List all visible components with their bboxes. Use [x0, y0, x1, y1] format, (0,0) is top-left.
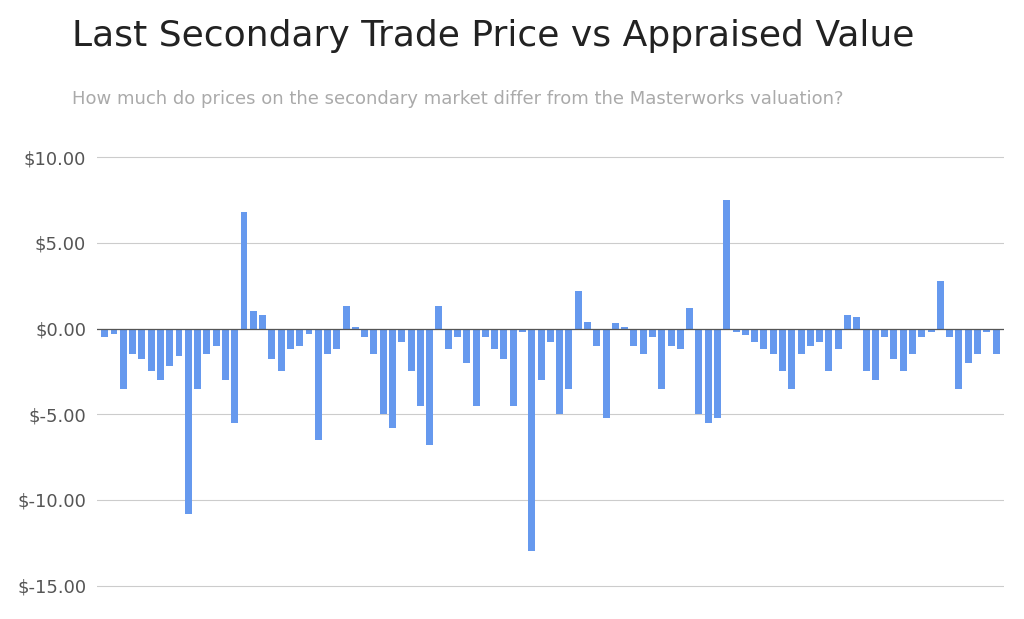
Bar	[965, 329, 972, 363]
Bar	[528, 329, 536, 552]
Bar	[231, 329, 239, 423]
Bar	[612, 323, 618, 329]
Bar	[900, 329, 906, 371]
Bar	[129, 329, 136, 354]
Bar	[622, 327, 628, 329]
Bar	[603, 329, 609, 418]
Bar	[111, 329, 118, 334]
Bar	[195, 329, 201, 389]
Bar	[640, 329, 647, 354]
Bar	[492, 329, 498, 349]
Bar	[909, 329, 916, 354]
Bar	[259, 315, 266, 329]
Bar	[343, 306, 349, 329]
Bar	[408, 329, 415, 371]
Bar	[241, 212, 248, 329]
Bar	[732, 329, 739, 332]
Bar	[974, 329, 981, 354]
Bar	[649, 329, 656, 337]
Bar	[584, 322, 591, 329]
Bar	[463, 329, 470, 363]
Bar	[714, 329, 721, 418]
Bar	[955, 329, 963, 389]
Bar	[138, 329, 145, 360]
Bar	[371, 329, 378, 354]
Bar	[147, 329, 155, 371]
Bar	[268, 329, 275, 360]
Bar	[556, 329, 563, 414]
Bar	[798, 329, 805, 354]
Bar	[686, 308, 693, 329]
Bar	[862, 329, 869, 371]
Bar	[287, 329, 294, 349]
Bar	[204, 329, 210, 354]
Bar	[120, 329, 127, 389]
Bar	[305, 329, 312, 334]
Text: Last Secondary Trade Price vs Appraised Value: Last Secondary Trade Price vs Appraised …	[72, 19, 914, 53]
Bar	[705, 329, 712, 423]
Bar	[417, 329, 424, 405]
Bar	[334, 329, 340, 349]
Bar	[928, 329, 935, 332]
Bar	[380, 329, 387, 414]
Bar	[853, 316, 860, 329]
Bar	[314, 329, 322, 440]
Bar	[825, 329, 833, 371]
Bar	[816, 329, 823, 342]
Bar	[426, 329, 433, 445]
Bar	[631, 329, 638, 345]
Bar	[593, 329, 600, 345]
Bar	[538, 329, 545, 380]
Bar	[352, 327, 358, 329]
Bar	[779, 329, 786, 371]
Bar	[695, 329, 702, 414]
Bar	[835, 329, 842, 349]
Bar	[184, 329, 191, 514]
Bar	[175, 329, 182, 356]
Bar	[770, 329, 777, 354]
Bar	[788, 329, 796, 389]
Bar	[510, 329, 517, 405]
Bar	[454, 329, 461, 337]
Bar	[157, 329, 164, 380]
Bar	[871, 329, 879, 380]
Bar	[296, 329, 303, 345]
Bar	[882, 329, 888, 337]
Bar	[742, 329, 749, 335]
Bar	[361, 329, 369, 337]
Text: How much do prices on the secondary market differ from the Masterworks valuation: How much do prices on the secondary mark…	[72, 90, 843, 108]
Bar	[222, 329, 229, 380]
Bar	[482, 329, 488, 337]
Bar	[501, 329, 508, 360]
Bar	[519, 329, 526, 332]
Bar	[807, 329, 814, 345]
Bar	[389, 329, 396, 428]
Bar	[891, 329, 897, 360]
Bar	[937, 280, 944, 329]
Bar	[983, 329, 990, 332]
Bar	[444, 329, 452, 349]
Bar	[565, 329, 572, 389]
Bar	[547, 329, 554, 342]
Bar	[844, 315, 851, 329]
Bar	[723, 200, 730, 329]
Bar	[919, 329, 926, 337]
Bar	[398, 329, 406, 342]
Bar	[668, 329, 675, 345]
Bar	[752, 329, 758, 342]
Bar	[473, 329, 479, 405]
Bar	[677, 329, 684, 349]
Bar	[166, 329, 173, 366]
Bar	[278, 329, 285, 371]
Bar	[101, 329, 109, 337]
Bar	[213, 329, 219, 345]
Bar	[761, 329, 767, 349]
Bar	[992, 329, 999, 354]
Bar	[435, 306, 442, 329]
Bar	[250, 311, 257, 329]
Bar	[658, 329, 666, 389]
Bar	[324, 329, 331, 354]
Bar	[574, 291, 582, 329]
Bar	[946, 329, 953, 337]
